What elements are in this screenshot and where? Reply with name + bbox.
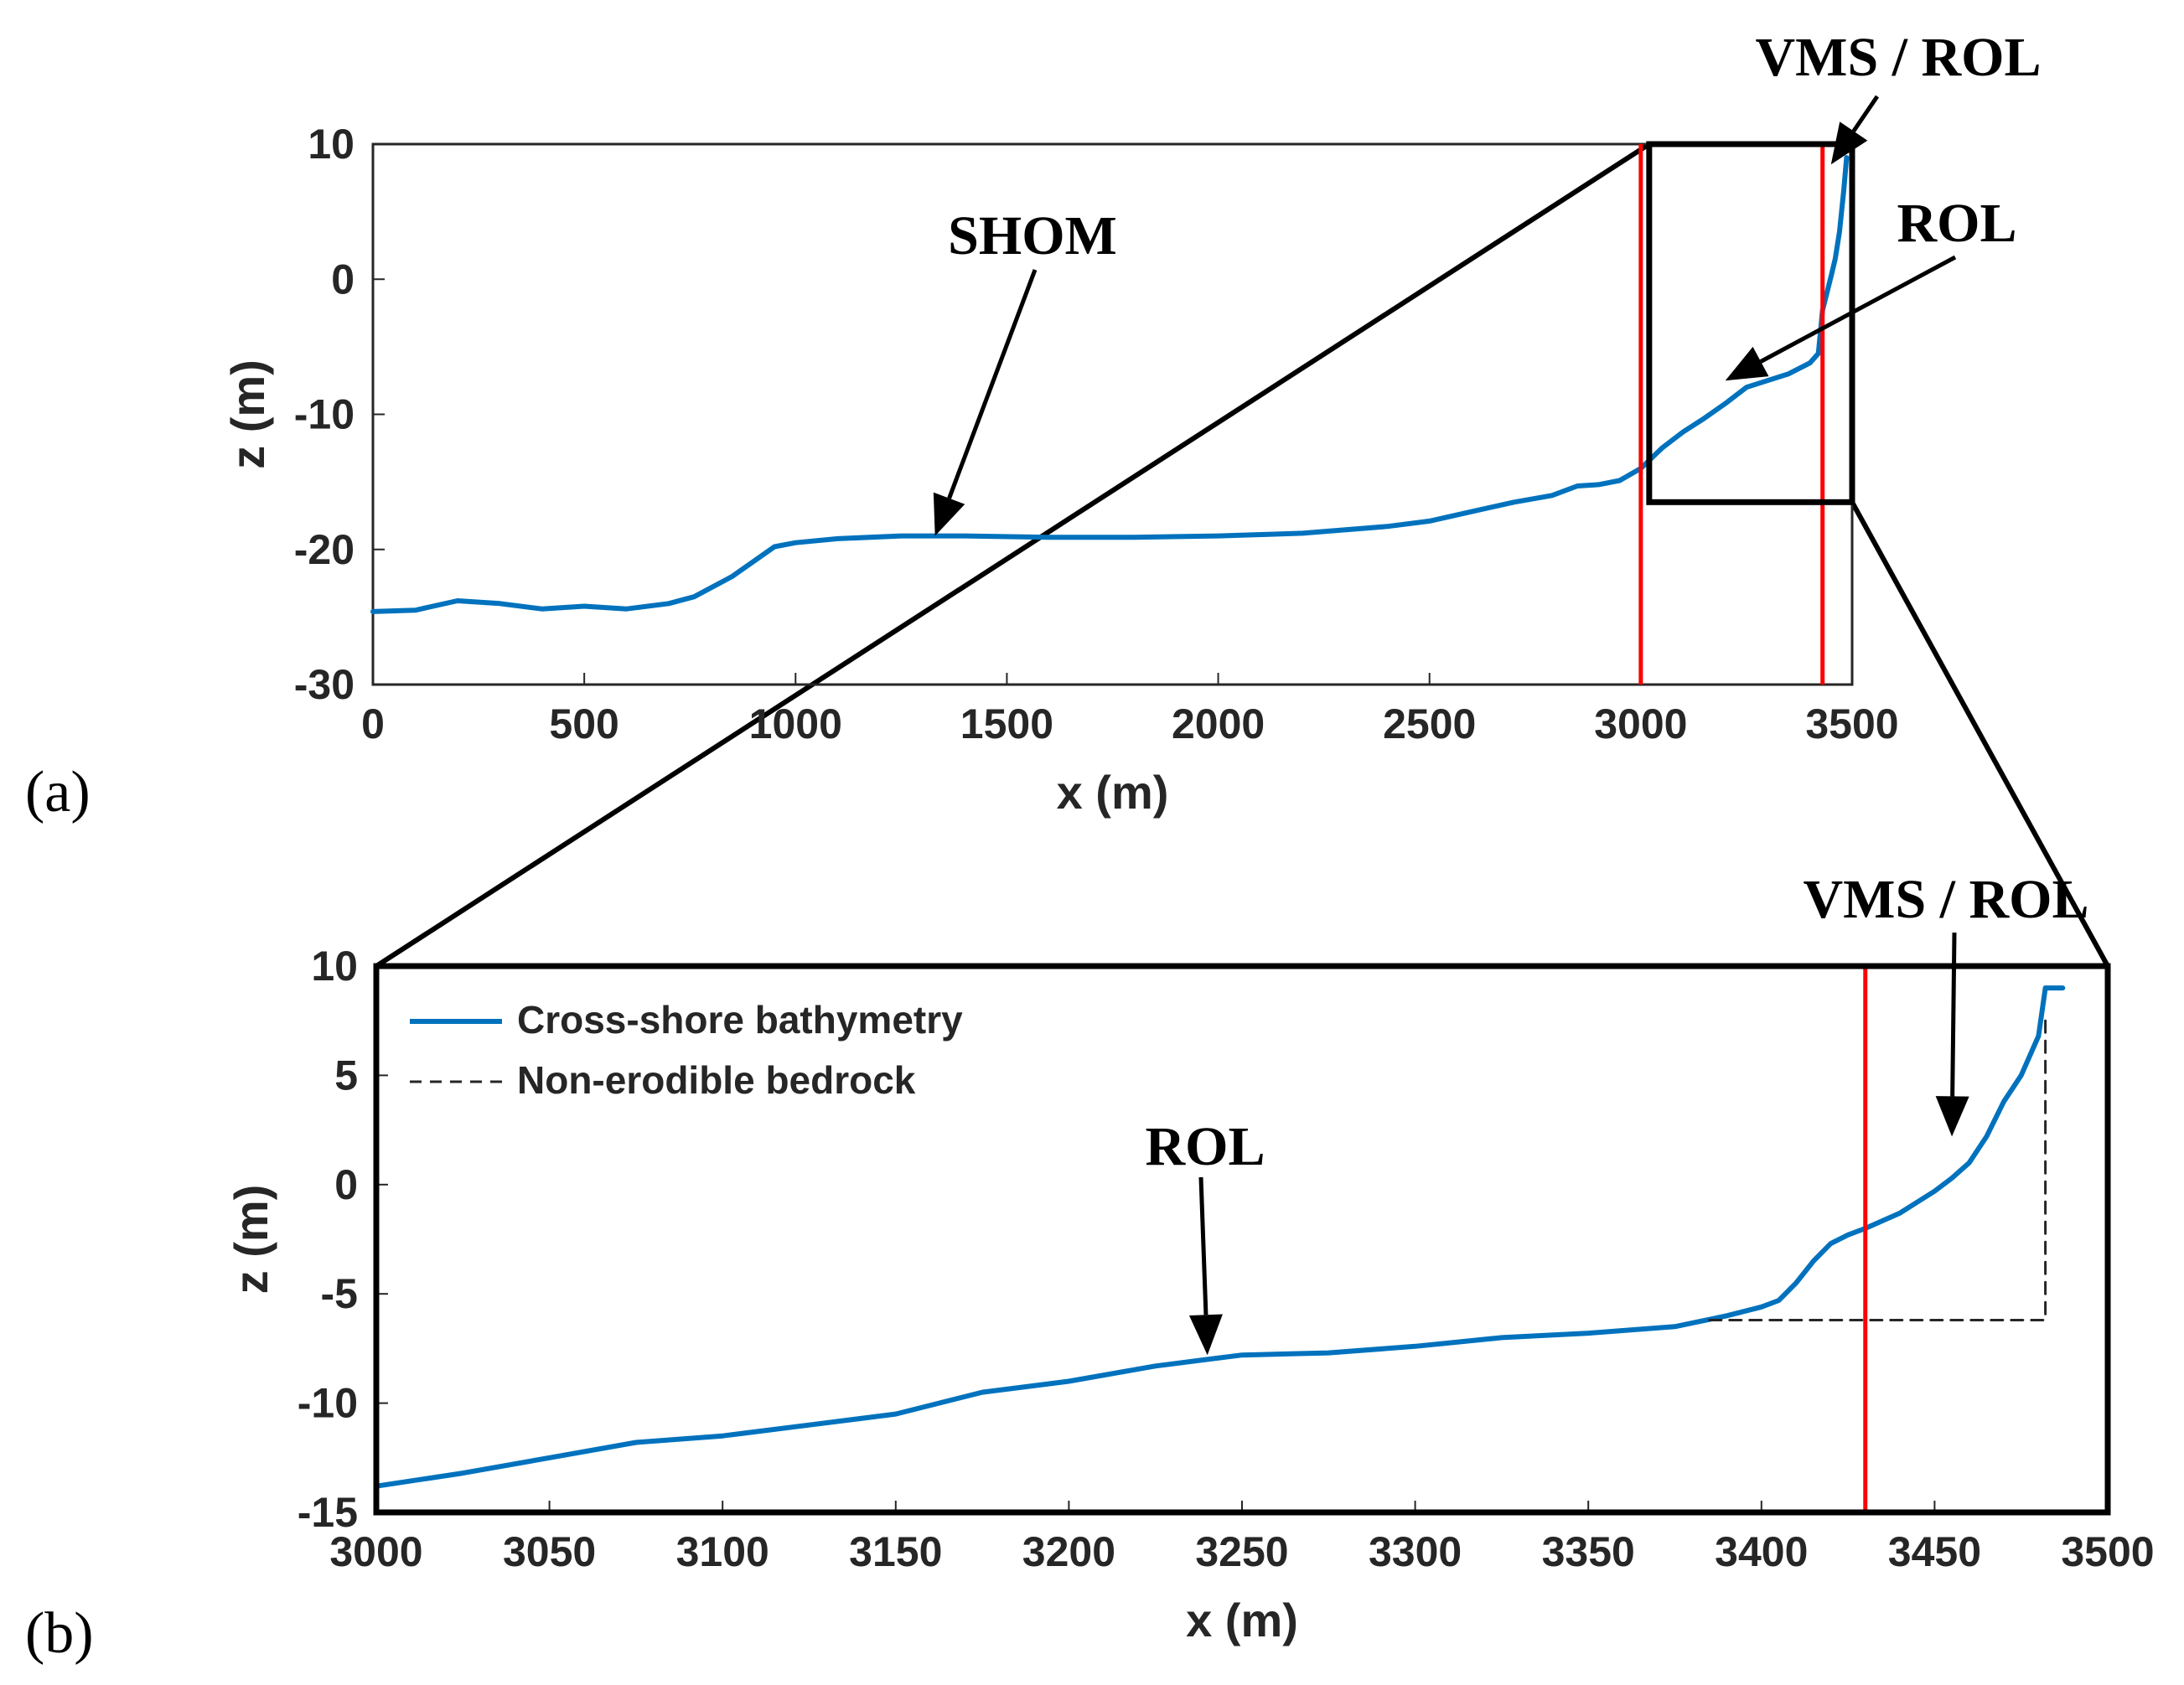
x-tick-label: 500: [549, 700, 618, 747]
y-tick-label: -10: [294, 391, 355, 438]
x-tick-label: 3150: [849, 1528, 942, 1575]
annotation-arrow-head: [1830, 121, 1868, 165]
annotation-arrow-shaft: [1950, 932, 1957, 1097]
panel-a-label: (a): [25, 760, 91, 824]
x-tick-label: 3350: [1542, 1528, 1635, 1575]
y-tick-label: -10: [298, 1380, 358, 1427]
x-axis-label: x (m): [1057, 766, 1169, 819]
x-tick-label: 3050: [503, 1528, 596, 1575]
annotation-arrow-shaft: [1198, 1176, 1208, 1315]
panel-a: 0 500 1000 1500 2000 2500 3000 3500 10 0 -10 -20 -30…: [221, 27, 2042, 819]
x-tick-label: 3250: [1195, 1528, 1288, 1575]
annotation-arrow-shaft: [1851, 95, 1880, 132]
annotation-arrow-head: [933, 492, 965, 536]
y-tick-label: -5: [321, 1270, 358, 1317]
zoom-connector-lines: [375, 142, 2110, 969]
x-tick-label: 3000: [1594, 700, 1687, 747]
x-tick-label: 0: [361, 700, 385, 747]
annotation-arrow-head: [1935, 1096, 1969, 1137]
y-tick-label: 5: [334, 1052, 358, 1098]
annotation-arrow-head: [1188, 1314, 1223, 1356]
zoom-panel-frame: [373, 963, 2111, 1516]
annotation-vms-rol: VMS / ROL: [1803, 869, 2088, 930]
y-axis-label: z (m): [221, 359, 274, 469]
annotation-vms-rol: VMS / ROL: [1755, 27, 2041, 88]
y-axis-label: z (m): [225, 1185, 277, 1295]
plot-area-b: [375, 964, 2109, 1514]
x-tick-label: 2000: [1172, 700, 1265, 747]
y-tick-label: 10: [311, 943, 358, 990]
x-tick-label: 3300: [1369, 1528, 1462, 1575]
x-tick-label: 1000: [749, 700, 842, 747]
y-tick-label: 0: [331, 256, 355, 302]
annotation-arrow-shaft: [947, 269, 1038, 499]
x-tick-label: 3000: [329, 1528, 422, 1575]
x-tick-label: 2500: [1383, 700, 1476, 747]
annotation-arrow-shaft: [1759, 255, 1957, 364]
x-axis-label: x (m): [1186, 1594, 1298, 1646]
x-tick-label: 3500: [1805, 700, 1898, 747]
y-tick-label: -15: [298, 1489, 358, 1536]
annotation-shom: SHOM: [948, 205, 1117, 266]
x-tick-label: 3200: [1022, 1528, 1115, 1575]
y-tick-label: 0: [334, 1161, 358, 1208]
y-tick-label: -30: [294, 661, 355, 708]
series-cross-shore-bathymetry: [370, 155, 1850, 614]
y-tick-label: -20: [294, 526, 355, 573]
zoom-connector-left: [375, 142, 1651, 969]
annotation-rol: ROL: [1897, 193, 2016, 254]
x-tick-label: 3100: [676, 1528, 769, 1575]
annotation-rol: ROL: [1145, 1116, 1265, 1177]
legend-entry: Non-erodible bedrock: [517, 1058, 916, 1102]
x-tick-label: 3500: [2061, 1528, 2154, 1575]
zoom-box: [1646, 141, 1855, 505]
panel-b-label: (b): [25, 1601, 94, 1666]
panel-b: 3000 3050 3100 3150 3200 3250 3300 3350 3400 3450…: [225, 869, 2155, 1646]
x-tick-label: 3400: [1715, 1528, 1808, 1575]
x-tick-label: 1500: [960, 700, 1053, 747]
zoom-connector-right: [1850, 500, 2110, 968]
series-non-erodible-bedrock: [1708, 1019, 2047, 1321]
legend-entry: Cross-shore bathymetry: [517, 998, 963, 1041]
series-cross-shore-bathymetry: [374, 985, 2066, 1489]
y-tick-label: 10: [308, 121, 355, 168]
x-tick-label: 3450: [1888, 1528, 1981, 1575]
annotation-arrow-head: [1725, 346, 1769, 381]
